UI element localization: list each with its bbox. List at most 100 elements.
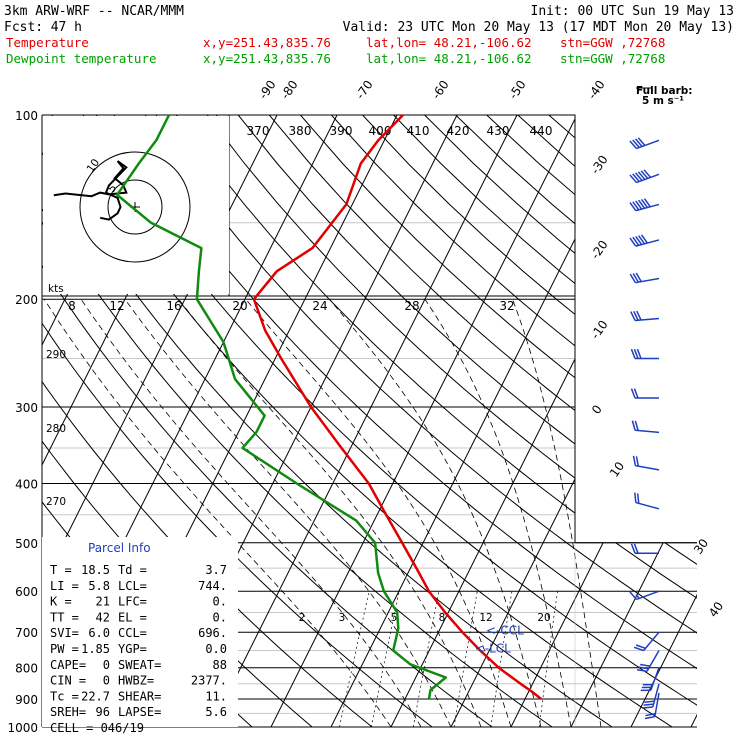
isotherm-label: -20 <box>588 238 611 262</box>
temperature-xy: x,y=251.43,835.76 <box>203 35 331 50</box>
pressure-label: 800 <box>15 662 38 676</box>
parcel-info-label: LI = <box>50 579 79 593</box>
isotherm-label: -30 <box>588 153 611 177</box>
parcel-info-row: LI = 5.8 LCL= 744. <box>50 579 227 593</box>
theta-label: 370 <box>247 124 270 138</box>
parcel-info-label: SVI= <box>50 626 79 640</box>
hodo-ring <box>107 179 163 235</box>
dewpoint-xy: x,y=251.43,835.76 <box>203 51 331 66</box>
parcel-info-value: 0. <box>213 610 227 624</box>
valid-time: Valid: 23 UTC Mon 20 May 13 (17 MDT Mon … <box>343 20 734 35</box>
parcel-info-label: SWEAT= <box>118 658 161 672</box>
mixing-ratio-label: 5 <box>391 612 398 624</box>
wind-speed-label: 28 <box>404 299 419 313</box>
parcel-info-cell: CELL = 046/19 <box>50 721 144 735</box>
parcel-info-label: LCL= <box>118 579 147 593</box>
temperature-latlon: lat,lon= 48.21,-106.62 <box>366 35 532 50</box>
temperature-line <box>252 114 542 700</box>
wind-barbs <box>629 137 660 720</box>
parcel-info-row: TT = 42 EL = 0. <box>50 610 227 624</box>
wind-barb <box>634 492 660 510</box>
theta-label: 410 <box>407 124 430 138</box>
theta-side-label: 280 <box>46 423 66 435</box>
temperature-station: stn=GGW ,72768 <box>560 35 665 50</box>
hodo-ring <box>79 151 191 263</box>
init-time: Init: 00 UTC Sun 19 May 13 <box>531 4 735 19</box>
parcel-info-label: T = <box>50 563 72 577</box>
pressure-label: 900 <box>15 693 38 707</box>
mixing-ratio-label: 3 <box>339 612 346 624</box>
parcel-info-label: Td = <box>118 563 147 577</box>
parcel-marker-lcl: <-LCL <box>475 641 511 655</box>
wind-barb <box>632 455 660 471</box>
mixing-ratio-label: 8 <box>439 612 446 624</box>
model-title: 3km ARW-WRF -- NCAR/MMM <box>4 4 184 19</box>
wind-speed-label: 20 <box>232 299 247 313</box>
wind-barb <box>629 234 660 247</box>
parcel-info-title: Parcel Info <box>88 541 151 555</box>
wind-speed-label: 12 <box>109 299 124 313</box>
parcel-info-value: 696. <box>198 626 227 640</box>
pressure-label: 100 <box>15 109 38 123</box>
parcel-info-row: CAPE= 0 SWEAT= 88 <box>50 658 227 672</box>
isotherm-label: 40 <box>706 599 726 620</box>
parcel-info-value: 88 <box>213 658 227 672</box>
theta-side-label: 290 <box>46 349 66 361</box>
parcel-info-value: 5.8 <box>88 579 110 593</box>
parcel-info-label: YGP= <box>118 642 147 656</box>
parcel-info-value: 744. <box>198 579 227 593</box>
isotherm-label: -90 <box>256 78 279 102</box>
parcel-info-label: K = <box>50 595 72 609</box>
wind-barb <box>629 198 660 212</box>
wind-speed-label: 16 <box>166 299 181 313</box>
parcel-marker-ccl: <-CCL <box>486 624 524 638</box>
parcel-info-value: 42 <box>96 610 110 624</box>
isotherm-label: -60 <box>429 78 452 102</box>
wind-speed-label: 24 <box>312 299 327 313</box>
dewpoint-line <box>115 114 448 700</box>
parcel-info-row: Tc = 22.7 SHEAR= 11. <box>50 689 227 703</box>
parcel-info-label: Tc = <box>50 689 79 703</box>
parcel-info-value: 11. <box>205 689 227 703</box>
parcel-info-value: 18.5 <box>81 563 110 577</box>
mixing-ratio-label: 20 <box>537 612 550 624</box>
theta-label: 420 <box>447 124 470 138</box>
parcel-info-label: TT = <box>50 610 79 624</box>
wind-barb <box>629 137 660 150</box>
dewpoint-station: stn=GGW ,72768 <box>560 51 665 66</box>
dewpoint-legend: Dewpoint temperature <box>6 51 157 66</box>
wind-barb <box>633 631 660 652</box>
parcel-info-value: 21 <box>96 595 110 609</box>
parcel-info-label: SREH= <box>50 705 86 719</box>
theta-label: 400 <box>369 124 392 138</box>
parcel-info-value: 0 <box>103 658 110 672</box>
wind-speed-label: 8 <box>68 299 76 313</box>
parcel-info-row: K = 21 LFC= 0. <box>50 595 227 609</box>
temperature-legend: Temperature <box>6 35 89 50</box>
mixing-ratio-label: 2 <box>299 612 306 624</box>
parcel-info-label: LAPSE= <box>118 705 161 719</box>
barb-legend-unit: 5 m s⁻¹ <box>642 95 684 107</box>
wind-barb <box>637 650 660 673</box>
wind-barb <box>631 420 660 434</box>
parcel-info-value: 96 <box>96 705 110 719</box>
parcel-info-label: CIN = <box>50 674 86 688</box>
isotherm-label: -40 <box>585 78 608 102</box>
parcel-info-panel: Parcel Info T = 18.5 Td = 3.7 LI = 5.8 LCL= 744… <box>42 537 238 735</box>
theta-label: 380 <box>289 124 312 138</box>
wind-barb <box>642 683 660 709</box>
parcel-info-label: LFC= <box>118 595 147 609</box>
pressure-label: 300 <box>15 401 38 415</box>
sounding-profiles: <-CCL <-LCL <box>115 114 542 700</box>
parcel-info-row: CIN = 0 HWBZ= 2377. <box>50 674 227 688</box>
parcel-info-value: 0. <box>213 595 227 609</box>
parcel-info-value: 0.0 <box>205 642 227 656</box>
isotherm-label: -70 <box>353 78 376 102</box>
forecast-label: Fcst: <box>4 20 43 35</box>
parcel-info-value: 22.7 <box>81 689 110 703</box>
pressure-label: 600 <box>15 585 38 599</box>
wind-barb <box>644 692 660 720</box>
dewpoint-latlon: lat,lon= 48.21,-106.62 <box>366 51 532 66</box>
parcel-info-value: 3.7 <box>205 563 227 577</box>
